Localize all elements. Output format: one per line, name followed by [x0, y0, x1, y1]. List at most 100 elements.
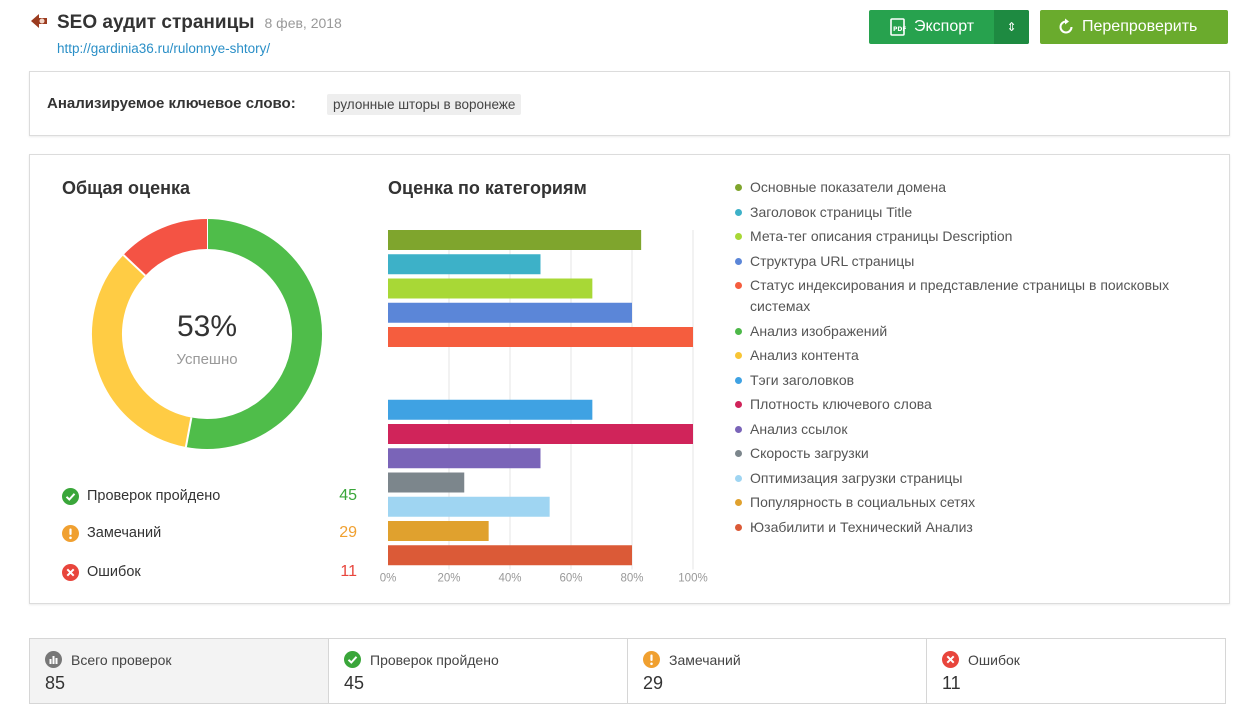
x-tick-label: 60% — [559, 573, 582, 585]
x-tick-label: 0% — [380, 573, 397, 585]
category-bar-chart: 0% 20% 40% 60% 80% 100% — [380, 230, 708, 585]
x-tick-label: 20% — [437, 573, 460, 585]
legend-item: Анализ контента — [734, 345, 1214, 366]
stat-total-label: Всего проверок — [71, 651, 172, 668]
legend-item: Юзабилити и Технический Анализ — [734, 517, 1214, 538]
page-title-text: SEO аудит страницы — [57, 12, 255, 33]
legend-dot-icon — [735, 257, 742, 265]
overall-score-title: Общая оценка — [62, 178, 191, 198]
legend-label: Оптимизация загрузки страницы — [750, 469, 963, 486]
legend-item: Мета-тег описания страницы Description — [734, 226, 1214, 247]
stat-passed-label: Проверок пройдено — [370, 651, 499, 668]
bar-4 — [388, 302, 632, 323]
stats-bar: Всего проверок 85 Проверок пройдено 45 З… — [29, 638, 1226, 704]
page-title: SEO аудит страницы 8 фев, 2018 — [57, 12, 342, 34]
summary-errors-row: Ошибок 11 — [62, 561, 357, 583]
x-tick-label: 80% — [620, 573, 643, 585]
legend-item: Оптимизация загрузки страницы — [734, 468, 1214, 489]
keyword-chip: рулонные шторы в воронеже — [327, 94, 522, 115]
legend-item: Статус индексирования и представление ст… — [734, 275, 1214, 317]
legend-dot-icon — [735, 499, 742, 506]
check-circle-icon — [62, 487, 79, 505]
recheck-label: Перепроверить — [1082, 18, 1198, 35]
legend-dot-icon — [735, 425, 742, 433]
legend-label: Анализ контента — [750, 347, 859, 363]
pdf-icon: PDF — [890, 18, 906, 36]
stat-total-value: 85 — [45, 673, 66, 693]
summary-passed-row: Проверок пройдено 45 — [62, 485, 357, 507]
score-panel: Общая оценка Оценка по категориям 53% Ус… — [29, 154, 1230, 604]
summary-errors-value: 11 — [340, 563, 357, 580]
donut-segment-passed — [185, 219, 322, 449]
bar-5 — [388, 327, 693, 347]
chevron-updown-icon: ⇕ — [1006, 20, 1017, 34]
x-tick-label: 100% — [678, 573, 707, 585]
summary-errors-label: Ошибок — [87, 564, 141, 580]
audit-date: 8 фев, 2018 — [264, 15, 342, 31]
legend-label: Анализ ссылок — [750, 420, 848, 437]
summary-passed-label: Проверок пройдено — [87, 488, 221, 504]
legend-dot-icon — [735, 233, 742, 240]
overall-score-status: Успешно — [176, 351, 238, 368]
check-circle-icon — [344, 651, 361, 668]
category-legend: Основные показатели домена Заголовок стра… — [734, 177, 1214, 541]
legend-label: Основные показатели домена — [750, 179, 946, 195]
export-main[interactable]: PDF Экспорт — [869, 10, 994, 44]
x-tick-label: 40% — [498, 573, 521, 585]
category-score-title: Оценка по категориям — [388, 178, 587, 198]
legend-dot-icon — [735, 184, 742, 191]
bar-13 — [388, 521, 489, 541]
summary-warnings-row: Замечаний 29 — [62, 522, 357, 544]
legend-item: Анализ изображений — [734, 321, 1214, 342]
chart-circle-icon — [45, 651, 62, 668]
legend-item: Заголовок страницы Title — [734, 202, 1214, 223]
export-button[interactable]: PDF Экспорт ⇕ — [869, 10, 1029, 44]
legend-label: Анализ изображений — [750, 322, 888, 339]
legend-dot-icon — [735, 401, 742, 408]
recheck-button[interactable]: Перепроверить — [1040, 10, 1228, 44]
keyword-label: Анализируемое ключевое слово: — [47, 95, 296, 112]
legend-item: Плотность ключевого слова — [734, 394, 1214, 415]
refresh-icon — [1059, 18, 1073, 34]
legend-dot-icon — [735, 352, 742, 359]
stat-warnings-label: Замечаний — [669, 651, 741, 668]
stat-errors-label: Ошибок — [968, 651, 1020, 668]
stat-warnings: Замечаний 29 — [627, 639, 926, 703]
summary-passed-value: 45 — [339, 487, 357, 504]
donut-segment-errors — [123, 219, 208, 276]
page-header: SEO аудит страницы 8 фев, 2018 http://gar… — [29, 8, 1228, 64]
warning-circle-icon — [643, 651, 660, 668]
legend-item: Тэги заголовков — [734, 370, 1214, 391]
bar-10 — [388, 448, 541, 469]
legend-label: Статус индексирования и представление ст… — [750, 277, 1170, 314]
bar-9 — [388, 424, 693, 444]
legend-item: Анализ ссылок — [734, 419, 1214, 440]
audited-url-link[interactable]: http://gardinia36.ru/rulonnye-shtory/ — [57, 41, 271, 56]
legend-label: Популярность в социальных сетях — [750, 494, 976, 510]
error-circle-icon — [62, 563, 79, 581]
bar-8 — [388, 399, 593, 420]
svg-text:PDF: PDF — [893, 26, 906, 33]
legend-label: Юзабилити и Технический Анализ — [750, 518, 973, 535]
stat-passed: Проверок пройдено 45 — [328, 639, 627, 703]
overall-score-donut — [92, 219, 322, 449]
keyword-panel: Анализируемое ключевое слово: рулонные ш… — [29, 71, 1230, 136]
bar-12 — [388, 496, 550, 517]
error-circle-icon — [942, 651, 959, 668]
donut-segment-warnings — [92, 254, 192, 448]
legend-item: Скорость загрузки — [734, 443, 1214, 464]
donut-separator — [122, 254, 146, 277]
legend-dot-icon — [735, 282, 742, 289]
legend-label: Заголовок страницы Title — [750, 203, 913, 220]
stat-total: Всего проверок 85 — [30, 639, 328, 703]
donut-separator — [184, 417, 193, 448]
export-dropdown-toggle[interactable]: ⇕ — [994, 10, 1029, 44]
legend-label: Скорость загрузки — [750, 445, 869, 461]
stat-errors-value: 11 — [942, 673, 961, 693]
stat-warnings-value: 29 — [643, 673, 664, 693]
legend-label: Плотность ключевого слова — [750, 396, 932, 412]
bar-1 — [388, 230, 642, 250]
bar-2 — [388, 254, 541, 275]
legend-label: Тэги заголовков — [750, 371, 855, 388]
legend-dot-icon — [735, 474, 742, 482]
